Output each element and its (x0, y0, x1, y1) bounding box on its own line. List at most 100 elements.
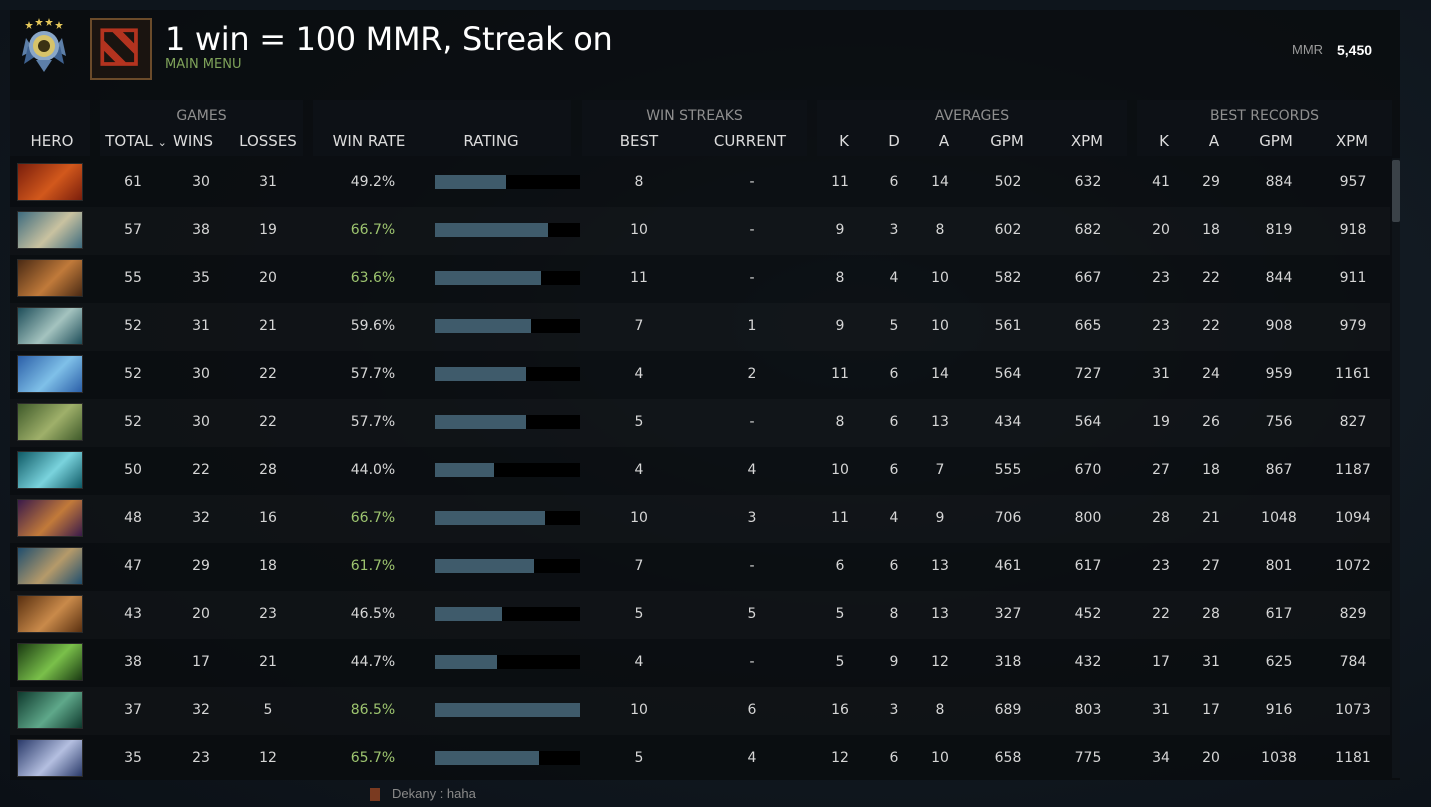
hero-avg-gpm: 561 (994, 318, 1022, 334)
table-row[interactable]: 35 23 12 65.7% 5 4 12 6 10 658 775 34 20 1038 1181 (10, 735, 1390, 783)
hero-best-xpm: 979 (1339, 318, 1367, 334)
hero-losses: 5 (263, 702, 273, 718)
hero-wins: 32 (192, 702, 210, 718)
hero-current-streak: 3 (747, 510, 757, 526)
hero-avg-gpm: 434 (994, 414, 1022, 430)
hero-win-rate: 57.7% (350, 366, 396, 382)
hero-best-kills: 19 (1152, 414, 1170, 430)
hero-total-games: 47 (124, 558, 142, 574)
hero-best-assists: 24 (1202, 366, 1220, 382)
hero-best-streak: 11 (630, 270, 648, 286)
col-current-streak[interactable]: CURRENT (713, 132, 787, 150)
table-row[interactable]: 52 31 21 59.6% 7 1 9 5 10 561 665 23 22 908 979 (10, 303, 1390, 351)
col-best-kills[interactable]: K (1159, 132, 1169, 150)
table-row[interactable]: 52 30 22 57.7% 5 - 8 6 13 434 564 19 26 756 827 (10, 399, 1390, 447)
hero-portrait[interactable] (17, 163, 83, 201)
chat-player-icon (370, 788, 380, 802)
hero-win-rate: 44.0% (350, 462, 396, 478)
hero-win-rate: 61.7% (350, 558, 396, 574)
table-row[interactable]: 55 35 20 63.6% 11 - 8 4 10 582 667 23 22 844 911 (10, 255, 1390, 303)
scrollbar-thumb[interactable] (1392, 160, 1400, 222)
col-best-streak[interactable]: BEST (619, 132, 659, 150)
hero-best-streak: 8 (634, 174, 644, 190)
hero-best-assists: 21 (1202, 510, 1220, 526)
col-wins[interactable]: WINS (173, 132, 213, 150)
hero-best-xpm: 1181 (1335, 750, 1371, 766)
main-menu-link[interactable]: MAIN MENU (165, 57, 242, 72)
hero-portrait[interactable] (17, 211, 83, 249)
col-best-gpm[interactable]: GPM (1259, 132, 1293, 150)
table-row[interactable]: 50 22 28 44.0% 4 4 10 6 7 555 670 27 18 867 1187 (10, 447, 1390, 495)
hero-best-gpm: 819 (1265, 222, 1293, 238)
hero-portrait[interactable] (17, 547, 83, 585)
hero-best-gpm: 617 (1265, 606, 1293, 622)
hero-avg-xpm: 803 (1074, 702, 1102, 718)
col-avg-assists[interactable]: A (938, 132, 950, 150)
col-best-xpm[interactable]: XPM (1335, 132, 1369, 150)
hero-avg-gpm: 318 (994, 654, 1022, 670)
table-row[interactable]: 38 17 21 44.7% 4 - 5 9 12 318 432 17 31 625 784 (10, 639, 1390, 687)
col-losses[interactable]: LOSSES (239, 132, 297, 150)
hero-best-kills: 34 (1152, 750, 1170, 766)
hero-best-streak: 4 (634, 462, 644, 478)
hero-best-streak: 10 (630, 510, 648, 526)
chat-message: Dekany : haha (392, 786, 476, 801)
table-row[interactable]: 43 20 23 46.5% 5 5 5 8 13 327 452 22 28 617 829 (10, 591, 1390, 639)
rating-bar-track (435, 463, 580, 477)
rating-bar-fill (435, 511, 545, 525)
hero-portrait[interactable] (17, 643, 83, 681)
rank-medal-icon (22, 18, 66, 72)
col-avg-kills[interactable]: K (839, 132, 849, 150)
table-row[interactable]: 61 30 31 49.2% 8 - 11 6 14 502 632 41 29 884 957 (10, 159, 1390, 207)
table-row[interactable]: 57 38 19 66.7% 10-9 3 8 602 682 20 18 819 918 (10, 207, 1390, 255)
hero-avg-gpm: 327 (994, 606, 1022, 622)
hero-wins: 35 (192, 270, 210, 286)
table-row[interactable]: 48 32 16 66.7% 10 3 11 4 9 706 800 28 21 1048 1094 (10, 495, 1390, 543)
hero-avg-gpm: 461 (994, 558, 1022, 574)
hero-portrait[interactable] (17, 595, 83, 633)
rating-bar-fill (435, 751, 539, 765)
hero-win-rate: 49.2% (350, 174, 396, 190)
col-total[interactable]: TOTAL ⌄ (104, 132, 168, 150)
hero-portrait[interactable] (17, 739, 83, 777)
hero-avg-deaths: 6 (889, 174, 899, 190)
col-avg-xpm[interactable]: XPM (1070, 132, 1104, 150)
hero-portrait[interactable] (17, 355, 83, 393)
hero-best-kills: 23 (1152, 270, 1170, 286)
hero-avg-assists: 13 (931, 558, 949, 574)
col-win-rate[interactable]: WIN RATE (332, 132, 406, 150)
hero-avg-assists: 14 (931, 366, 949, 382)
hero-total-games: 43 (124, 606, 142, 622)
hero-avg-xpm: 667 (1074, 270, 1102, 286)
col-avg-deaths[interactable]: D (888, 132, 900, 150)
hero-portrait[interactable] (17, 451, 83, 489)
hero-avg-deaths: 4 (889, 270, 899, 286)
hero-best-assists: 18 (1202, 222, 1220, 238)
rating-bar-fill (435, 175, 506, 189)
hero-portrait[interactable] (17, 691, 83, 729)
table-row[interactable]: 37 32 5 86.5% 10 6 16 3 8 689 803 31 17 916 1073 (10, 687, 1390, 735)
col-avg-gpm[interactable]: GPM (990, 132, 1024, 150)
hero-avg-deaths: 6 (889, 366, 899, 382)
rating-bar-fill (435, 367, 526, 381)
hero-portrait[interactable] (17, 259, 83, 297)
hero-portrait[interactable] (17, 307, 83, 345)
hero-current-streak: 5 (747, 606, 757, 622)
col-best-assists[interactable]: A (1208, 132, 1220, 150)
hero-portrait[interactable] (17, 403, 83, 441)
hero-avg-kills: 8 (835, 414, 845, 430)
hero-avg-xpm: 632 (1074, 174, 1102, 190)
table-row[interactable]: 52 30 22 57.7% 4 2 11 6 14 564 727 31 24 959 1161 (10, 351, 1390, 399)
hero-losses: 22 (259, 414, 277, 430)
table-scrollbar[interactable] (1392, 158, 1400, 778)
hero-best-xpm: 827 (1339, 414, 1367, 430)
hero-avg-kills: 8 (835, 270, 845, 286)
hero-best-assists: 22 (1202, 270, 1220, 286)
col-rating[interactable]: RATING (463, 132, 519, 150)
hero-best-kills: 22 (1152, 606, 1170, 622)
hero-portrait[interactable] (17, 499, 83, 537)
table-row[interactable]: 47 29 18 61.7% 7 - 6 6 13 461 617 23 27 801 1072 (10, 543, 1390, 591)
hero-current-streak: 4 (747, 462, 757, 478)
hero-best-assists: 29 (1202, 174, 1220, 190)
col-hero[interactable]: HERO (30, 132, 74, 150)
